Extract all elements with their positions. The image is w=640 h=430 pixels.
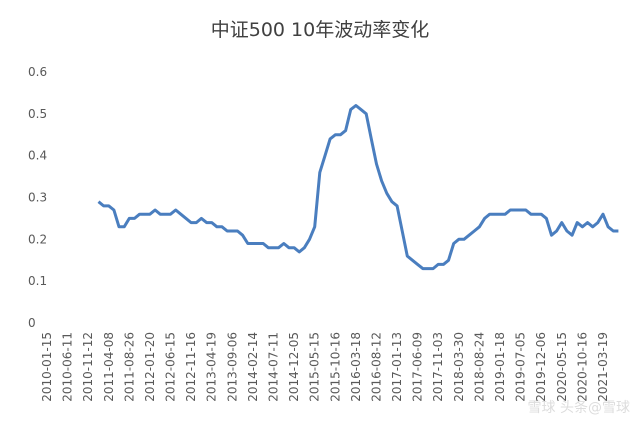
x-tick-label: 2010-06-11: [61, 332, 75, 402]
x-tick-label: 2013-04-19: [205, 332, 219, 402]
x-tick-label: 2014-07-11: [266, 332, 280, 402]
x-tick-label: 2010-01-15: [40, 332, 54, 402]
y-tick-label: 0.3: [28, 191, 47, 205]
x-tick-label: 2012-06-15: [164, 332, 178, 402]
x-tick-label: 2020-10-16: [575, 332, 589, 402]
x-tick-label: 2012-11-16: [184, 332, 198, 402]
x-tick-label: 2017-01-13: [390, 332, 404, 402]
x-tick-label: 2015-05-15: [308, 332, 322, 402]
x-tick-label: 2010-11-12: [81, 332, 95, 402]
y-tick-label: 0.4: [28, 149, 47, 163]
x-tick-label: 2018-03-30: [452, 332, 466, 402]
x-tick-label: 2017-06-09: [411, 332, 425, 402]
x-tick-label: 2011-04-08: [102, 332, 116, 402]
y-tick-label: 0.6: [28, 65, 47, 79]
x-tick-label: 2021-03-19: [596, 332, 610, 402]
watermark: 雪球 头条@雪球: [528, 399, 630, 416]
x-tick-label: 2014-12-05: [287, 332, 301, 402]
x-tick-label: 2017-11-03: [431, 332, 445, 402]
y-tick-label: 0.1: [28, 274, 47, 288]
x-tick-label: 2019-07-05: [514, 332, 528, 402]
x-tick-label: 2013-09-06: [225, 332, 239, 402]
chart-title: 中证500 10年波动率变化: [211, 19, 429, 41]
x-tick-label: 2014-02-14: [246, 332, 260, 402]
x-tick-label: 2019-12-06: [534, 332, 548, 402]
x-tick-label: 2015-10-16: [328, 332, 342, 402]
y-tick-label: 0.5: [28, 107, 47, 121]
x-tick-label: 2018-08-24: [472, 332, 486, 402]
x-tick-label: 2011-08-26: [122, 332, 136, 402]
x-tick-label: 2019-01-18: [493, 332, 507, 402]
y-tick-label: 0: [28, 316, 36, 330]
x-tick-label: 2012-01-20: [143, 332, 157, 402]
line-series: [97, 104, 619, 271]
x-tick-label: 2016-08-12: [369, 332, 383, 402]
y-tick-label: 0.2: [28, 232, 47, 246]
x-tick-label: 2020-05-15: [555, 332, 569, 402]
x-tick-label: 2016-03-18: [349, 332, 363, 402]
